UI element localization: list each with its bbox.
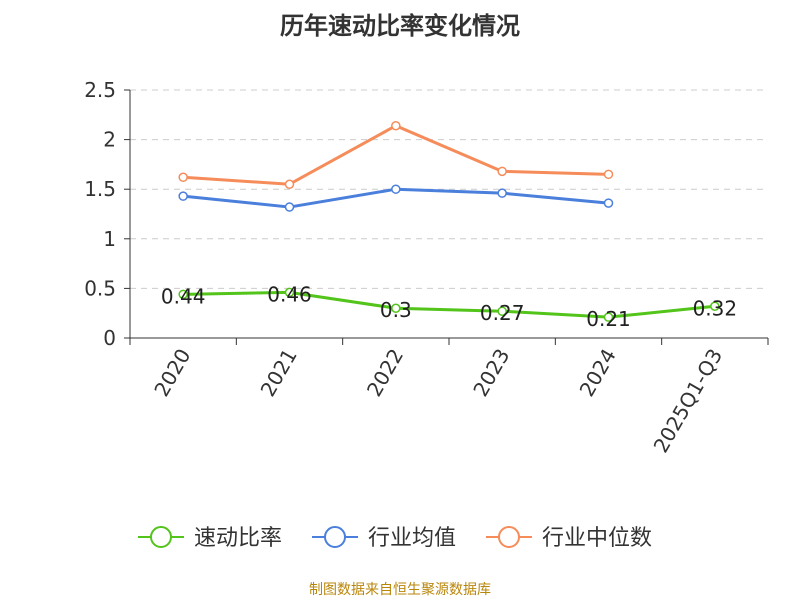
legend-label: 速动比率 — [194, 526, 282, 551]
y-tick-label: 1 — [103, 227, 116, 251]
legend-marker-icon — [150, 526, 172, 548]
data-label: 0.3 — [380, 298, 412, 322]
data-point — [497, 306, 507, 316]
data-point — [178, 172, 188, 183]
data-point — [391, 184, 401, 194]
data-point — [603, 198, 614, 208]
series-line — [183, 290, 715, 319]
data-point — [497, 166, 507, 177]
legend-label: 行业中位数 — [542, 526, 652, 551]
y-tick-label: 0.5 — [84, 276, 116, 300]
legend-marker-icon — [498, 526, 520, 548]
data-point — [284, 202, 295, 212]
x-tick-label: 2024 — [575, 345, 621, 401]
y-tick-label: 2 — [103, 128, 116, 152]
data-label: 0.27 — [480, 301, 525, 325]
data-point — [710, 301, 720, 312]
data-point — [391, 303, 401, 313]
data-point — [603, 169, 614, 180]
x-tick-label: 2023 — [468, 344, 514, 400]
x-tick-label: 2025Q1-Q3 — [648, 345, 727, 457]
chart-title: 历年速动比率变化情况 — [280, 12, 520, 40]
grid-layer — [130, 89, 768, 289]
data-point — [391, 120, 401, 131]
label-layer: 0.44 0.46 0.3 0.27 0.21 0.32 — [161, 282, 737, 331]
axis-layer: 0 0.5 1 1.5 2 2.5 2020 2021 2022 2023 2024 2025Q1-Q… — [84, 78, 769, 457]
data-point — [284, 179, 295, 189]
series-line — [183, 124, 609, 186]
legend-label: 行业均值 — [368, 526, 456, 551]
x-tick-label: 2020 — [149, 345, 195, 401]
legend-marker-icon — [324, 526, 346, 548]
data-point — [497, 188, 507, 198]
legend-layer: 速动比率 行业均值 行业中位数 — [138, 526, 652, 551]
y-tick-label: 0 — [103, 326, 116, 350]
data-label: 0.44 — [161, 284, 206, 308]
data-point — [178, 289, 188, 300]
data-label: 0.32 — [693, 296, 738, 320]
data-point — [603, 312, 614, 322]
data-label: 0.46 — [267, 282, 312, 306]
x-tick-label: 2021 — [256, 345, 302, 401]
y-tick-label: 1.5 — [84, 177, 116, 201]
data-point — [178, 191, 188, 201]
series-layer — [178, 120, 720, 322]
y-tick-label: 2.5 — [84, 78, 116, 102]
data-label: 0.21 — [586, 307, 631, 331]
data-point — [284, 287, 295, 298]
footer-source: 制图数据来自恒生聚源数据库 — [309, 582, 491, 598]
x-tick-label: 2022 — [362, 345, 408, 401]
